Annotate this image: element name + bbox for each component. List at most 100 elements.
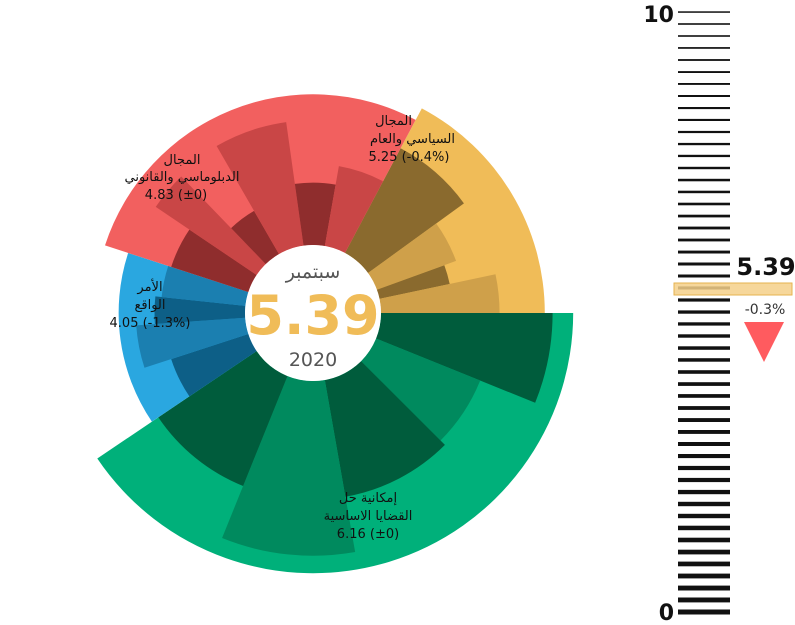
- label-status-quo-line1: الأمر: [136, 278, 162, 295]
- center-badge: سبتمبر 5.39 2020: [245, 245, 381, 381]
- sub-segment-diplomatic-4: [216, 122, 304, 255]
- scale-tick: [678, 35, 730, 37]
- indicator-band: [673, 282, 793, 296]
- scale-tick: [678, 310, 730, 314]
- scale-gap: [681, 15, 727, 22]
- scale-tick: [678, 262, 730, 266]
- label-core-issues-value: 6.16 (±0): [337, 527, 399, 542]
- scale-gap: [681, 459, 727, 464]
- scale-gap: [681, 423, 727, 429]
- scale-tick: [678, 178, 730, 182]
- scale-tick: [678, 346, 730, 350]
- scale-gap: [681, 387, 727, 393]
- scale-gap: [681, 111, 727, 117]
- sub-segment-core-issues-2: [361, 338, 481, 441]
- sub-segment-status-quo-1: [171, 334, 257, 397]
- scale-tick: [678, 190, 730, 194]
- scale-gap: [681, 351, 727, 357]
- label-status-quo-value: 4.05 (-1.3%): [110, 316, 191, 331]
- scale-tick: [678, 358, 730, 362]
- scale-gap: [681, 87, 727, 93]
- scale-tick: [678, 226, 730, 230]
- scale-gap: [681, 339, 727, 345]
- sub-segment-diplomatic-5: [294, 182, 336, 247]
- scale-gap: [681, 195, 727, 201]
- label-status-quo-line2: الواقع: [134, 298, 165, 313]
- scale-gap: [681, 555, 727, 560]
- scale-tick: [678, 561, 730, 567]
- scale-gap: [681, 603, 727, 608]
- sub-segment-diplomatic-6: [324, 166, 384, 253]
- scale-tick: [678, 238, 730, 242]
- scale-gap: [681, 411, 727, 417]
- scale-gap: [681, 39, 727, 46]
- segments-layer: [97, 94, 574, 574]
- scale-tick: [678, 166, 730, 170]
- scale-tick: [678, 454, 730, 459]
- scale-gap: [681, 219, 727, 225]
- sub-segment-political-4: [379, 274, 500, 313]
- scale-tick: [678, 23, 730, 25]
- indicator: 5.39 -0.3%: [673, 253, 795, 362]
- scale-gap: [681, 591, 727, 596]
- scale-tick: [678, 549, 730, 555]
- scale-tick: [678, 489, 730, 495]
- indicator-change: -0.3%: [745, 302, 786, 318]
- scale-tick: [678, 477, 730, 483]
- scale-gap: [681, 231, 727, 237]
- center-month: سبتمبر: [285, 261, 341, 283]
- scale-tick: [678, 322, 730, 326]
- scale-tick: [678, 202, 730, 206]
- scale-gap: [681, 315, 727, 321]
- scale-gap: [681, 363, 727, 369]
- scale-gap: [681, 303, 727, 309]
- scale-gap: [681, 135, 727, 141]
- scale-tick: [678, 95, 730, 97]
- scale-tick: [678, 334, 730, 338]
- scale-gap: [681, 519, 727, 524]
- scale-tick: [678, 214, 730, 218]
- label-political-line1: المجال: [375, 114, 412, 129]
- scale-bar: [678, 11, 730, 615]
- scale-tick: [678, 537, 730, 543]
- label-core-issues-line2: القضايا الاساسية: [324, 509, 413, 524]
- scale-gap: [681, 531, 727, 536]
- scale-tick: [678, 418, 730, 422]
- scale-tick: [678, 47, 730, 49]
- center-value: 5.39: [246, 284, 379, 347]
- scale-gap: [681, 507, 727, 512]
- scale-gap: [681, 123, 727, 129]
- sub-segment-political-2: [368, 223, 457, 290]
- scale-tick: [678, 274, 730, 278]
- scale-gap: [681, 183, 727, 189]
- scale-gap: [681, 435, 727, 440]
- scale-tick: [678, 382, 730, 386]
- sub-segment-diplomatic-3: [231, 210, 279, 265]
- sub-segment-core-issues-3: [324, 361, 445, 497]
- scale-gap: [681, 471, 727, 476]
- scale-tick: [678, 597, 730, 603]
- scale-tick: [678, 118, 730, 121]
- scale-gap: [681, 495, 727, 500]
- center-year: 2020: [289, 349, 337, 371]
- scale-gap: [681, 255, 727, 261]
- sub-segment-status-quo-3: [154, 296, 246, 325]
- scale-tick: [678, 394, 730, 398]
- sub-segment-core-issues-4: [222, 376, 356, 556]
- scale-gap: [681, 267, 727, 273]
- scale-tick: [678, 465, 730, 471]
- scale-gap: [681, 99, 727, 105]
- scale-tick: [678, 513, 730, 519]
- scale-tick: [678, 59, 730, 61]
- scale-gap: [681, 447, 727, 452]
- sub-segment-status-quo-2: [136, 317, 249, 368]
- scale-tick: [678, 501, 730, 507]
- scale-tick: [678, 573, 730, 579]
- scale-tick: [678, 609, 730, 615]
- scale-gap: [681, 399, 727, 405]
- label-core-issues-line1: إمكانية حل: [339, 491, 397, 506]
- sub-segment-diplomatic-2: [155, 176, 266, 275]
- label-political-value: 5.25 (-0.4%): [369, 150, 450, 165]
- scale-tick: [678, 142, 730, 146]
